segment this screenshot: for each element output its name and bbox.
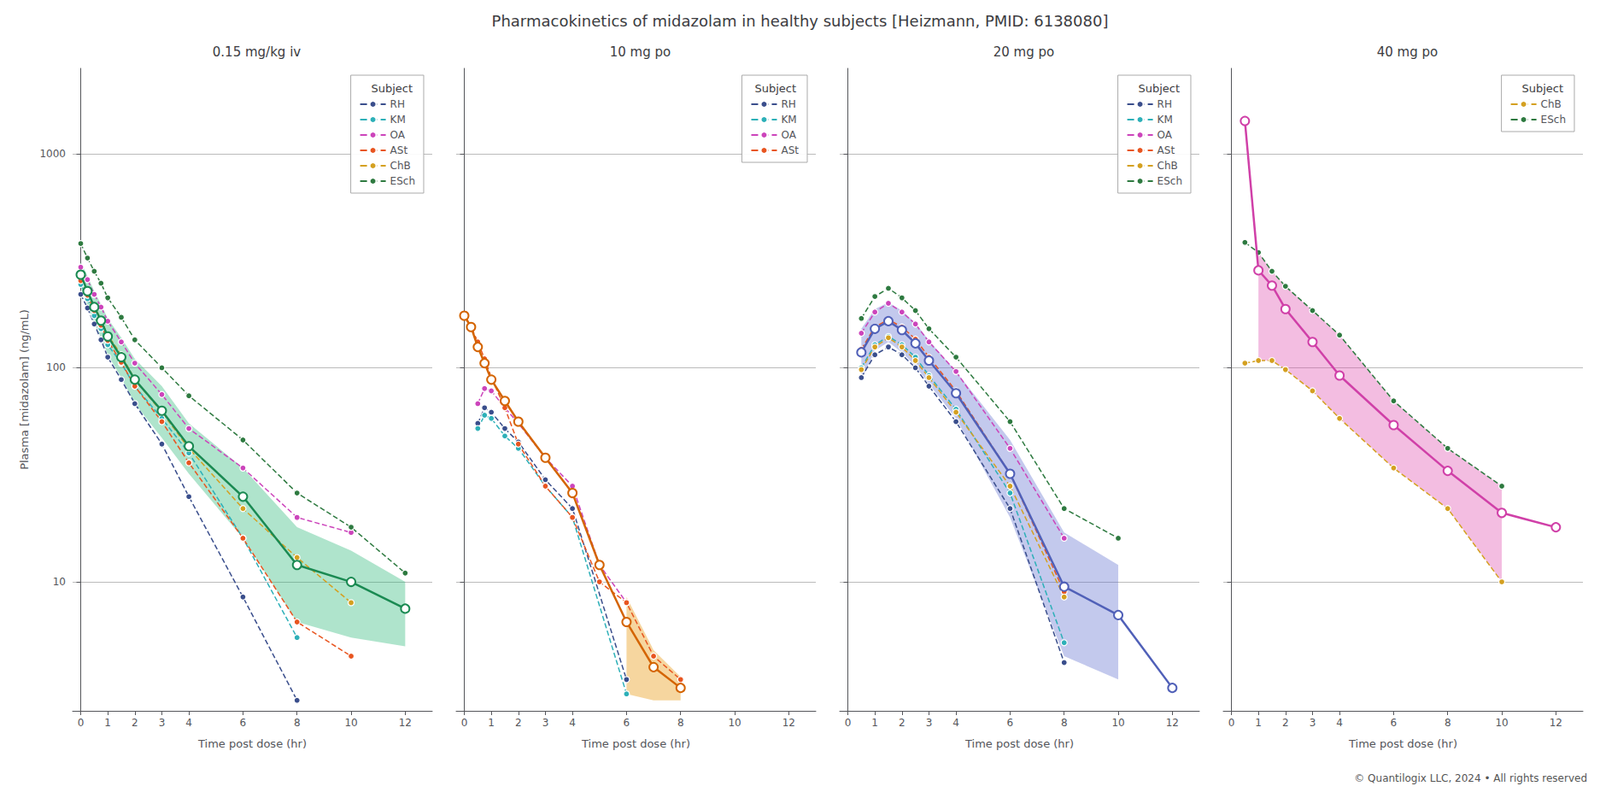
svg-text:4: 4: [185, 716, 193, 729]
svg-text:1: 1: [104, 716, 112, 729]
svg-text:4: 4: [952, 716, 960, 729]
svg-text:10: 10: [727, 716, 741, 729]
svg-text:10 mg po: 10 mg po: [609, 44, 671, 60]
svg-text:0: 0: [77, 716, 85, 729]
svg-text:Time post dose (hr): Time post dose (hr): [197, 737, 307, 751]
svg-text:8: 8: [677, 716, 685, 729]
svg-text:Subject: Subject: [754, 82, 797, 95]
svg-text:4: 4: [1336, 716, 1343, 729]
svg-text:ESch: ESch: [1541, 113, 1566, 126]
svg-text:0: 0: [844, 716, 852, 729]
svg-text:KM: KM: [780, 113, 797, 126]
svg-text:ChB: ChB: [390, 159, 411, 172]
svg-text:Plasma [midazolam] (ng/mL): Plasma [midazolam] (ng/mL): [17, 309, 31, 470]
svg-text:6: 6: [623, 716, 631, 729]
svg-text:10: 10: [1494, 716, 1508, 729]
svg-text:8: 8: [1444, 716, 1452, 729]
svg-text:OA: OA: [390, 128, 406, 141]
svg-text:40 mg po: 40 mg po: [1377, 44, 1438, 60]
svg-text:100: 100: [46, 361, 66, 374]
svg-text:ESch: ESch: [390, 175, 416, 188]
svg-text:RH: RH: [780, 98, 796, 111]
svg-text:6: 6: [1007, 716, 1014, 729]
svg-text:2: 2: [898, 716, 906, 729]
svg-text:ChB: ChB: [1541, 98, 1562, 111]
svg-text:1: 1: [871, 716, 879, 729]
svg-text:0: 0: [1228, 716, 1236, 729]
svg-text:ChB: ChB: [1157, 159, 1179, 172]
svg-text:Time post dose (hr): Time post dose (hr): [580, 737, 691, 751]
svg-text:4: 4: [568, 716, 576, 729]
svg-text:8: 8: [293, 716, 301, 729]
svg-text:6: 6: [1390, 716, 1398, 729]
svg-text:2: 2: [131, 716, 139, 729]
svg-text:12: 12: [782, 716, 796, 729]
svg-text:Subject: Subject: [1137, 82, 1180, 95]
svg-text:OA: OA: [1157, 128, 1173, 141]
svg-text:Time post dose (hr): Time post dose (hr): [1347, 737, 1458, 751]
svg-text:1000: 1000: [39, 147, 66, 160]
svg-text:6: 6: [240, 716, 247, 729]
svg-text:3: 3: [158, 716, 166, 729]
svg-text:1: 1: [1254, 716, 1262, 729]
svg-text:3: 3: [542, 716, 550, 729]
svg-text:8: 8: [1060, 716, 1068, 729]
svg-text:3: 3: [1309, 716, 1317, 729]
svg-text:Subject: Subject: [370, 82, 413, 95]
svg-text:0: 0: [461, 716, 469, 729]
svg-text:Time post dose (hr): Time post dose (hr): [964, 737, 1074, 751]
svg-text:20 mg po: 20 mg po: [993, 44, 1055, 60]
svg-text:ESch: ESch: [1157, 175, 1183, 188]
svg-text:12: 12: [1166, 716, 1179, 729]
svg-text:© Quantilogix LLC, 2024 • All: © Quantilogix LLC, 2024 • All rights res…: [1353, 772, 1588, 785]
svg-text:10: 10: [52, 575, 66, 588]
svg-text:RH: RH: [390, 98, 405, 111]
svg-text:10: 10: [1111, 716, 1125, 729]
svg-text:1: 1: [487, 716, 495, 729]
svg-text:10: 10: [344, 716, 358, 729]
svg-text:ASt: ASt: [780, 144, 799, 157]
svg-text:ASt: ASt: [1157, 144, 1176, 157]
svg-text:12: 12: [1549, 716, 1563, 729]
svg-text:3: 3: [926, 716, 933, 729]
svg-text:KM: KM: [1157, 113, 1173, 126]
svg-text:0.15 mg/kg iv: 0.15 mg/kg iv: [212, 44, 301, 60]
svg-text:Subject: Subject: [1521, 82, 1564, 95]
svg-text:2: 2: [515, 716, 522, 729]
svg-text:ASt: ASt: [390, 144, 409, 157]
svg-text:12: 12: [398, 716, 412, 729]
svg-text:2: 2: [1282, 716, 1290, 729]
svg-text:Pharmacokinetics of midazolam: Pharmacokinetics of midazolam in healthy…: [492, 11, 1109, 30]
svg-text:OA: OA: [780, 128, 797, 141]
svg-text:KM: KM: [390, 113, 406, 126]
svg-text:RH: RH: [1157, 98, 1173, 111]
